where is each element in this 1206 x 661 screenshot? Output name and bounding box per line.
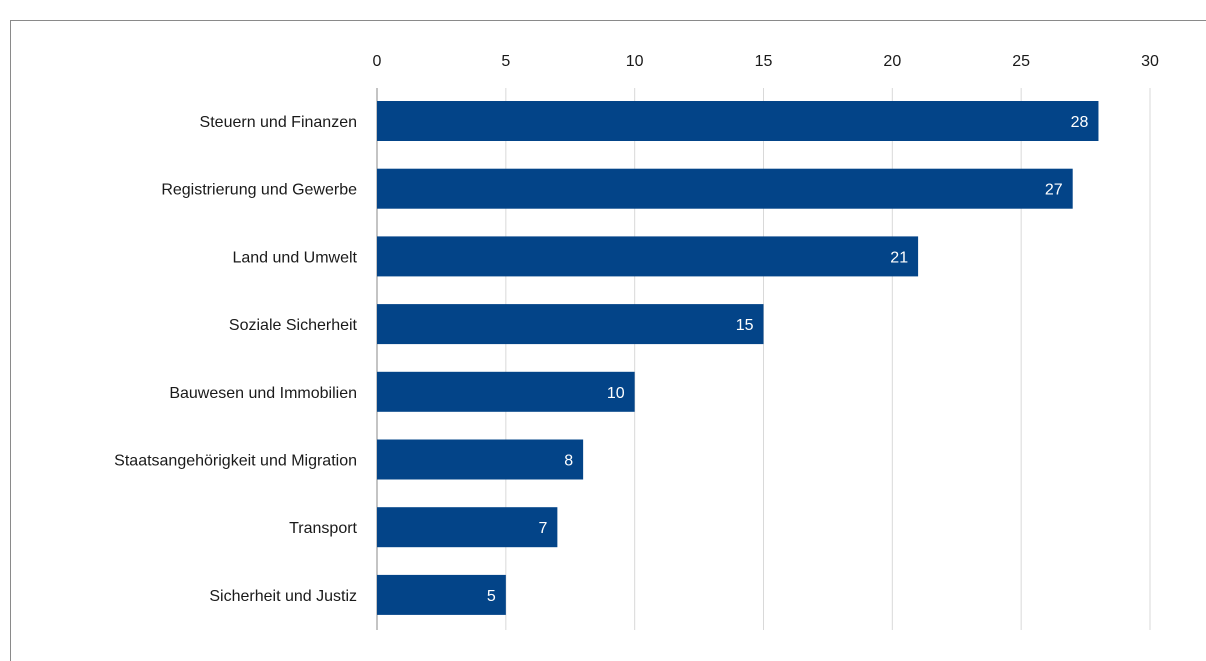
bar [377,439,584,480]
bar-value-label: 7 [538,520,547,537]
x-tick-label: 20 [883,53,901,70]
bar [377,304,764,345]
x-tick-label: 25 [1012,53,1030,70]
gridlines [505,88,1151,630]
x-tick-label: 30 [1141,53,1159,70]
bar-value-label: 27 [1045,182,1063,199]
category-label: Transport [289,520,357,537]
bar [377,168,1073,209]
x-tick-label: 15 [755,53,773,70]
chart-frame [10,20,1206,661]
bar [377,574,506,615]
category-label: Sicherheit und Justiz [209,588,357,605]
category-label: Land und Umwelt [232,249,357,266]
x-tick-label: 0 [373,53,382,70]
bar-value-label: 21 [890,249,908,266]
category-labels: Steuern und Finanzen Registrierung und Ge… [114,114,357,605]
category-label: Staatsangehörigkeit und Migration [114,453,357,470]
bar [377,236,919,277]
bar [377,507,558,548]
bars [377,101,1099,615]
bar [377,371,635,412]
bar-value-label: 28 [1071,114,1089,131]
x-axis-ticks: 0 5 10 15 20 25 30 [373,53,1159,70]
category-label: Bauwesen und Immobilien [169,385,357,402]
category-label: Soziale Sicherheit [229,317,358,334]
bar [377,101,1099,141]
bar-value-labels: 28 27 21 15 10 8 7 5 [487,114,1089,605]
category-label: Steuern und Finanzen [200,114,357,131]
bar-value-label: 15 [736,317,754,334]
x-tick-label: 10 [626,53,644,70]
bar-value-label: 8 [564,453,573,470]
x-tick-label: 5 [501,53,510,70]
bar-value-label: 5 [487,588,496,605]
category-label: Registrierung und Gewerbe [161,182,357,199]
bar-value-label: 10 [607,385,625,402]
